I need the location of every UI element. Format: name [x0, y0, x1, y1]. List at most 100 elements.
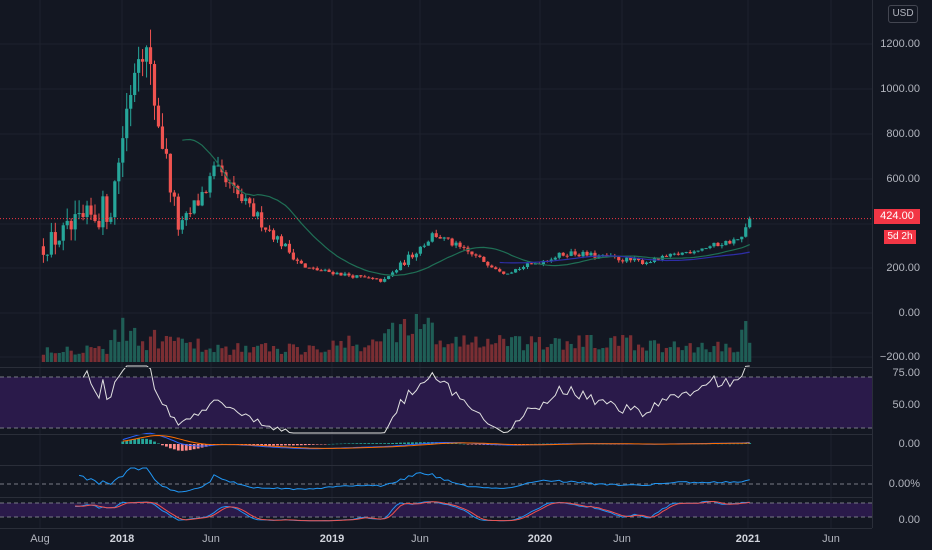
- candle-body: [287, 243, 292, 253]
- macd-histogram-bar: [411, 442, 414, 444]
- pane-divider[interactable]: [0, 367, 872, 368]
- candle-body: [383, 279, 387, 282]
- volume-bar: [462, 335, 466, 362]
- volume-bar: [176, 337, 180, 362]
- volume-bar: [351, 346, 355, 362]
- volume-bar: [644, 350, 649, 362]
- volume-bar: [256, 345, 260, 362]
- candle-body: [506, 273, 510, 275]
- volume-bar: [331, 340, 335, 362]
- candle-body: [462, 246, 466, 248]
- candle-body: [529, 263, 534, 265]
- candle-body: [291, 252, 295, 260]
- candle-body: [252, 203, 256, 217]
- macd-histogram-bar: [609, 444, 613, 445]
- macd-histogram-bar: [526, 444, 529, 445]
- volume-bar: [228, 354, 232, 362]
- volume-bar: [355, 344, 359, 362]
- volume-bar: [744, 321, 748, 362]
- price-axis[interactable]: 1200.00 1000.00 800.00 600.00 200.00 0.0…: [872, 0, 932, 528]
- macd-histogram-bar: [180, 444, 184, 451]
- candle-body: [482, 256, 486, 262]
- macd-histogram-bar: [462, 443, 466, 445]
- currency-button[interactable]: USD: [888, 5, 918, 23]
- volume-bar: [422, 324, 426, 362]
- macd-histogram-bar: [327, 443, 331, 445]
- pane-divider[interactable]: [0, 434, 872, 435]
- macd-histogram-bar: [728, 443, 732, 445]
- rsi-line: [82, 365, 750, 434]
- macd-histogram-bar: [395, 442, 398, 444]
- candle-body: [410, 254, 415, 258]
- candle-body: [351, 275, 355, 278]
- volume-bar: [172, 340, 176, 362]
- candle-body: [121, 138, 125, 163]
- macd-histogram-bar: [184, 444, 188, 451]
- volume-bar: [601, 348, 605, 362]
- time-axis-label: 2018: [109, 533, 135, 545]
- candle-body: [498, 269, 502, 272]
- candle-body: [541, 260, 545, 265]
- candle-body: [371, 277, 375, 279]
- volume-bar: [248, 352, 252, 362]
- macd-histogram-bar: [418, 442, 422, 444]
- stoch-band: [0, 503, 872, 517]
- candle-body: [494, 267, 498, 270]
- volume-bar: [621, 335, 625, 362]
- candle-body: [228, 182, 232, 184]
- candle-body: [97, 220, 101, 228]
- macd-histogram-bar: [355, 443, 359, 444]
- candle-body: [521, 267, 526, 269]
- candle-body: [470, 251, 474, 255]
- volume-bar: [740, 329, 744, 362]
- candle-body: [164, 148, 169, 154]
- candle-body: [168, 153, 172, 193]
- last-price-tag: 424.00: [874, 209, 920, 224]
- volume-bar: [732, 352, 736, 362]
- volume-bar: [573, 348, 577, 362]
- macd-histogram-bar: [276, 444, 279, 446]
- roc-pane: [0, 467, 872, 493]
- macd-histogram-bar: [252, 444, 256, 446]
- time-axis-label: Jun: [202, 533, 220, 545]
- candle-body: [617, 257, 621, 261]
- volume-bar: [565, 341, 569, 362]
- volume-bar: [704, 349, 708, 362]
- volume-bar: [343, 347, 347, 362]
- volume-bar: [561, 349, 565, 362]
- macd-histogram-bar: [343, 443, 347, 444]
- volume-bar: [196, 338, 200, 362]
- volume-bar: [359, 351, 363, 362]
- candle-body: [65, 220, 69, 226]
- macd-pane: [121, 432, 752, 451]
- volume-bar: [446, 344, 450, 362]
- volume-bar: [89, 347, 93, 362]
- volume-bar: [69, 350, 73, 362]
- macd-histogram-bar: [248, 444, 252, 445]
- pane-divider[interactable]: [0, 497, 872, 498]
- candle-body: [212, 165, 216, 177]
- macd-histogram-bar: [168, 444, 172, 449]
- volume-bar: [93, 348, 97, 362]
- time-axis-label: Jun: [411, 533, 429, 545]
- macd-histogram-bar: [284, 444, 287, 446]
- volume-bar: [267, 351, 272, 362]
- macd-histogram-bar: [260, 444, 264, 446]
- volume-bar: [216, 344, 220, 362]
- volume-bar: [537, 336, 541, 362]
- macd-histogram-bar: [466, 444, 470, 445]
- candle-body: [648, 262, 653, 264]
- volume-bar: [629, 335, 633, 362]
- volume-bar: [406, 335, 411, 362]
- volume-bar: [303, 352, 307, 362]
- macd-histogram-bar: [732, 443, 736, 445]
- candle-body: [502, 271, 506, 274]
- time-axis[interactable]: Aug 2018 Jun 2019 Jun 2020 Jun 2021 Jun: [0, 528, 872, 550]
- volume-bar: [192, 348, 196, 362]
- candle-body: [315, 268, 319, 271]
- pane-divider[interactable]: [0, 465, 872, 466]
- macd-histogram-bar: [414, 442, 418, 444]
- volume-bar: [85, 345, 89, 362]
- volume-bar: [97, 346, 101, 362]
